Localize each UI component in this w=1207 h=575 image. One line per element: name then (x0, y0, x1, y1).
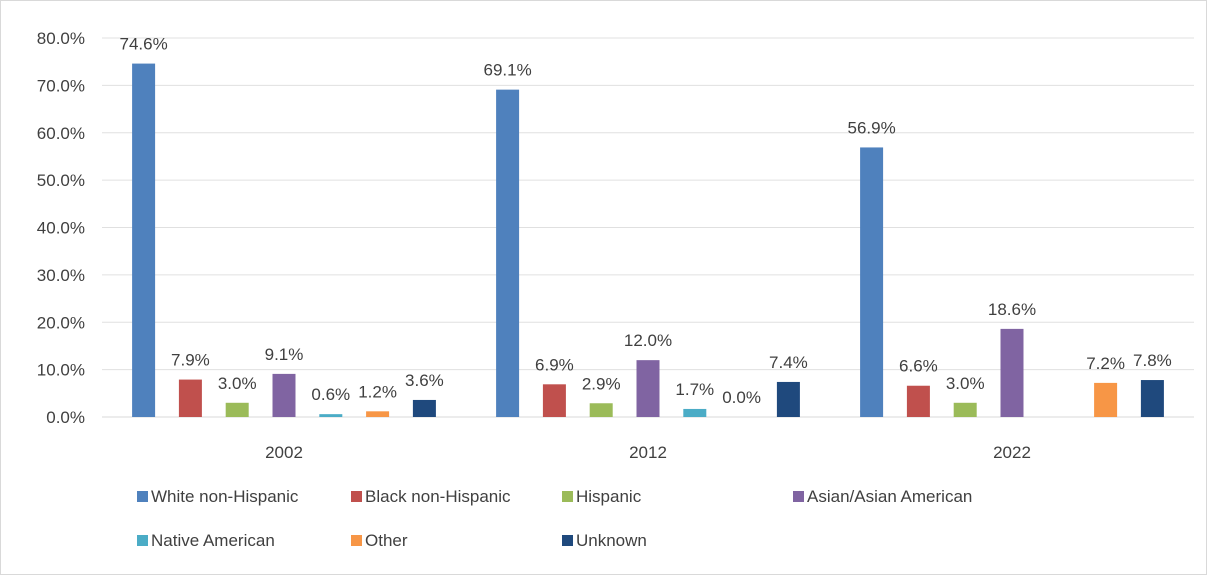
data-label: 74.6% (119, 35, 167, 54)
data-label: 6.6% (899, 357, 938, 376)
x-category-label: 2002 (265, 443, 303, 462)
y-tick-label: 30.0% (37, 266, 85, 285)
legend-item-white-non-hispanic: White non-Hispanic (137, 487, 299, 506)
data-label: 2.9% (582, 374, 621, 393)
bar-hispanic-2002 (225, 402, 249, 417)
x-category-label: 2012 (629, 443, 667, 462)
y-tick-label: 40.0% (37, 219, 85, 238)
legend-swatch (137, 491, 148, 502)
data-label: 6.9% (535, 355, 574, 374)
data-label: 69.1% (483, 61, 531, 80)
legend-label: Native American (151, 531, 275, 550)
y-tick-label: 0.0% (46, 408, 85, 427)
x-axis-categories: 2002 2012 2022 (265, 443, 1031, 462)
data-labels: 74.6% 7.9% 3.0% 9.1% 0.6% 1.2% 3.6% 69.1% 6.9% 2.… (119, 35, 1171, 407)
legend-swatch (351, 491, 362, 502)
data-label: 12.0% (624, 331, 672, 350)
bar-black-non-hispanic-2002 (178, 379, 202, 417)
bar-native-american-2002 (319, 414, 343, 417)
bar-hispanic-2022 (953, 402, 977, 417)
legend-swatch (793, 491, 804, 502)
bar-hispanic-2012 (589, 403, 613, 417)
data-label: 56.9% (847, 118, 895, 137)
data-label: 7.8% (1133, 351, 1172, 370)
legend-label: Other (365, 531, 408, 550)
bar-other-2002 (366, 411, 390, 417)
data-label: 7.4% (769, 353, 808, 372)
y-axis-ticks: 0.0% 10.0% 20.0% 30.0% 40.0% 50.0% 60.0% 70.0% 8… (37, 29, 85, 427)
legend-label: Asian/Asian American (807, 487, 972, 506)
legend-label: Hispanic (576, 487, 642, 506)
data-label: 0.6% (311, 385, 350, 404)
data-label: 3.0% (946, 374, 985, 393)
x-category-label: 2022 (993, 443, 1031, 462)
legend-swatch (351, 535, 362, 546)
legend-item-hispanic: Hispanic (562, 487, 642, 506)
data-label: 0.0% (722, 388, 761, 407)
legend-label: White non-Hispanic (151, 487, 299, 506)
legend-label: Unknown (576, 531, 647, 550)
y-tick-label: 20.0% (37, 313, 85, 332)
y-tick-label: 10.0% (37, 361, 85, 380)
bar-unknown-2002 (412, 399, 436, 417)
bar-white-non-hispanic-2012 (496, 89, 520, 418)
data-label: 18.6% (988, 300, 1036, 319)
legend-swatch (562, 491, 573, 502)
bar-other-2022 (1094, 382, 1118, 417)
y-tick-label: 50.0% (37, 171, 85, 190)
data-label: 1.2% (358, 382, 397, 401)
bar-native-american-2012 (683, 408, 707, 417)
bar-white-non-hispanic-2002 (132, 63, 156, 418)
bar-asian-asian-american-2012 (636, 360, 660, 417)
legend-item-asian-asian-american: Asian/Asian American (793, 487, 972, 506)
bar-black-non-hispanic-2012 (542, 384, 566, 417)
bar-asian-asian-american-2022 (1000, 328, 1024, 417)
bar-white-non-hispanic-2022 (860, 147, 884, 417)
y-tick-label: 60.0% (37, 124, 85, 143)
data-label: 7.9% (171, 351, 210, 370)
bar-unknown-2022 (1140, 380, 1164, 417)
data-label: 7.2% (1086, 354, 1125, 373)
legend-swatch (562, 535, 573, 546)
legend-item-native-american: Native American (137, 531, 275, 550)
gridlines (102, 37, 1194, 418)
data-label: 1.7% (675, 380, 714, 399)
bar-black-non-hispanic-2022 (906, 385, 930, 417)
bar-unknown-2012 (776, 381, 800, 417)
data-label: 3.0% (218, 374, 257, 393)
y-tick-label: 80.0% (37, 29, 85, 48)
legend-item-black-non-hispanic: Black non-Hispanic (351, 487, 511, 506)
legend-swatch (137, 535, 148, 546)
bars (132, 63, 1164, 418)
legend-label: Black non-Hispanic (365, 487, 511, 506)
y-tick-label: 70.0% (37, 76, 85, 95)
data-label: 9.1% (265, 345, 304, 364)
legend-item-other: Other (351, 531, 408, 550)
bar-asian-asian-american-2002 (272, 373, 296, 417)
data-label: 3.6% (405, 371, 444, 390)
legend-item-unknown: Unknown (562, 531, 647, 550)
legend: White non-Hispanic Black non-Hispanic Hisp… (137, 487, 972, 550)
